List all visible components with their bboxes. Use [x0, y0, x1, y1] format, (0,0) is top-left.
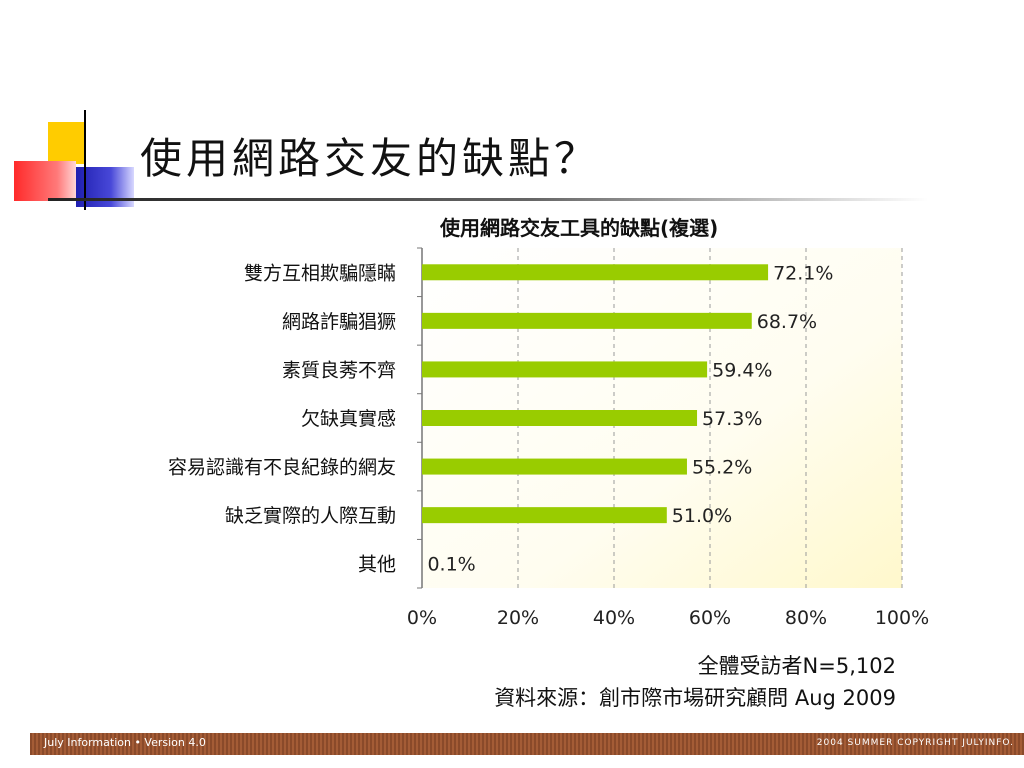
value-label: 59.4% — [712, 359, 772, 381]
slide-title: 使用網路交友的缺點？ — [140, 134, 601, 183]
bar — [422, 361, 708, 378]
title-underline — [48, 198, 928, 201]
value-label: 57.3% — [702, 408, 762, 430]
value-label: 55.2% — [692, 457, 752, 479]
x-tick-label: 100% — [875, 607, 929, 629]
value-label: 0.1% — [427, 554, 475, 576]
x-tick-label: 0% — [407, 607, 437, 629]
value-label: 72.1% — [773, 262, 833, 284]
value-label: 51.0% — [672, 505, 732, 527]
decor-yellow-square — [48, 122, 84, 164]
category-label: 容易認識有不良紀錄的網友 — [168, 457, 396, 479]
x-tick-label: 80% — [785, 607, 827, 629]
footer-right-text: 2004 SUMMER COPYRIGHT JULYINFO. — [816, 738, 1014, 748]
decor-red-square — [14, 161, 76, 201]
decor-vertical-line — [84, 110, 86, 210]
bar — [422, 312, 752, 329]
category-label: 缺乏實際的人際互動 — [225, 505, 396, 527]
bar — [422, 410, 698, 426]
x-tick-label: 20% — [497, 607, 539, 629]
category-label: 雙方互相欺騙隱瞞 — [244, 262, 396, 284]
category-label: 欠缺真實感 — [301, 408, 396, 430]
x-tick-label: 60% — [689, 607, 731, 629]
bar — [422, 264, 769, 281]
category-label: 其他 — [358, 554, 396, 576]
source-note: 資料來源：創市際市場研究顧問 Aug 2009 — [494, 686, 896, 710]
x-tick-label: 40% — [593, 607, 635, 629]
bar — [422, 507, 667, 524]
footer-left-text: July Information • Version 4.0 — [44, 736, 206, 749]
value-label: 68.7% — [757, 311, 817, 333]
category-label: 網路詐騙猖獗 — [282, 311, 396, 333]
bar — [422, 458, 687, 475]
footer-bar: July Information • Version 4.0 2004 SUMM… — [30, 733, 1024, 755]
category-label: 素質良莠不齊 — [282, 359, 396, 381]
sample-note: 全體受訪者N=5,102 — [697, 654, 896, 678]
chart-title: 使用網路交友工具的缺點(複選) — [440, 216, 719, 240]
